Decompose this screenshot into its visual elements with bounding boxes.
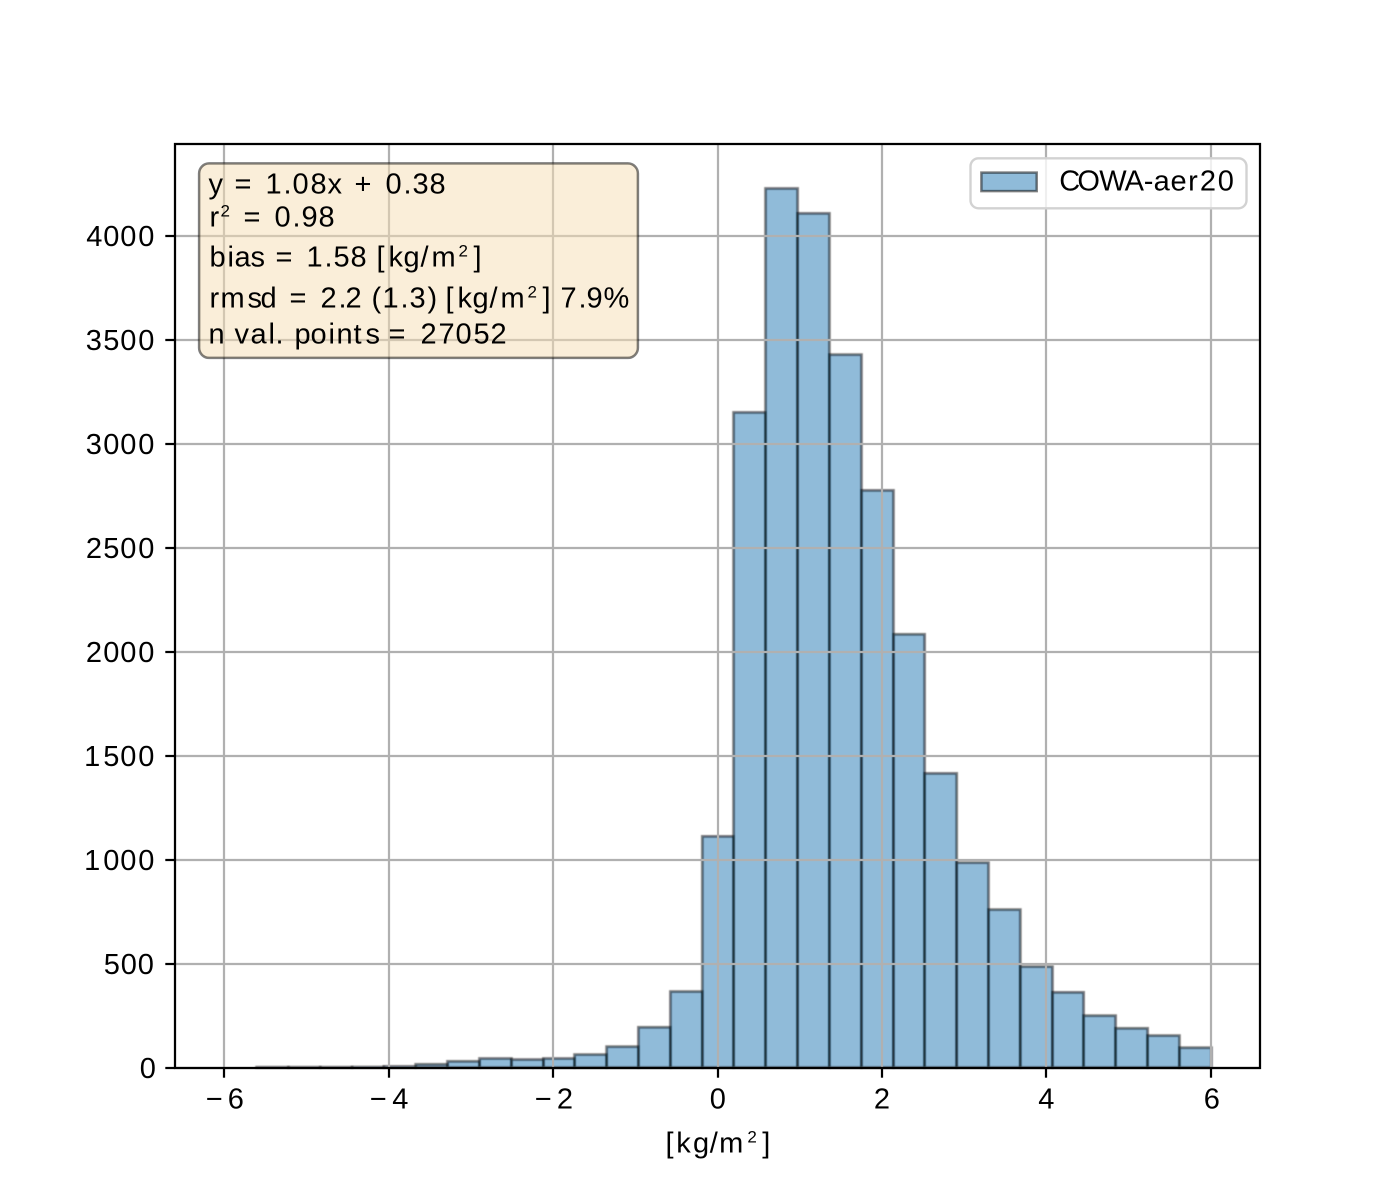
svg-text:[kg/m2]: [kg/m 2] (666, 1128, 771, 1160)
svg-text:y=1.08x+0.38: y = 1.08x +0.38 (209, 169, 446, 201)
svg-text:3000: 3000 (86, 429, 155, 461)
svg-text:2000: 2000 (86, 637, 154, 669)
svg-text:2: 2 (874, 1084, 890, 1116)
svg-text:1500: 1500 (84, 741, 154, 773)
svg-text:rmsd=2.2(1.3)[kg/m2]7.9%: rmsd = 2.2 (1.3)[kg/m 2] 7.9% (210, 283, 630, 315)
svg-text:bias=1.58[kg/m2]: bias = 1.58[kg/m 2] (210, 242, 482, 274)
svg-text:0: 0 (710, 1084, 726, 1116)
svg-text:r2=0.98: r2 = 0.98 (210, 202, 335, 234)
svg-text:1000: 1000 (84, 845, 154, 877)
svg-text:0: 0 (140, 1053, 156, 1085)
svg-text:3500: 3500 (86, 325, 155, 357)
svg-text:500: 500 (104, 949, 154, 981)
svg-text:4000: 4000 (86, 221, 154, 253)
svg-text:4: 4 (1038, 1084, 1054, 1116)
svg-text:COWA-aer20: COWA-aer20 (1059, 166, 1234, 198)
svg-text:2500: 2500 (86, 533, 154, 565)
svg-text:6: 6 (1204, 1084, 1220, 1116)
